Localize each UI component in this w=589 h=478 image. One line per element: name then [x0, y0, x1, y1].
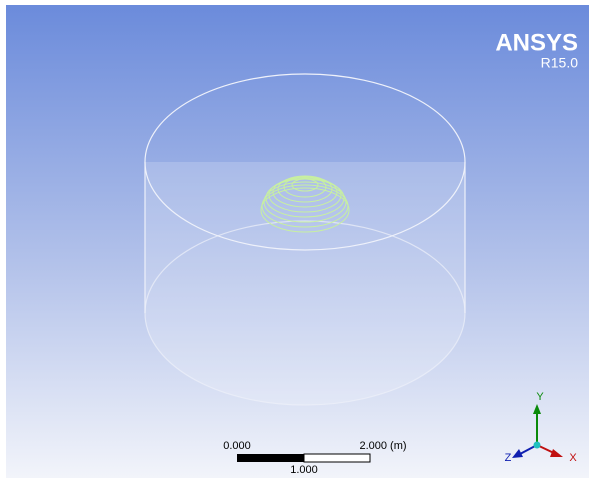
logo-brand: ANSYS: [495, 29, 578, 56]
cylinder-body: [145, 162, 465, 405]
scale-black: [237, 454, 304, 462]
axis-z: Z: [505, 452, 512, 464]
page: ANSYS R15.0 0.000 2.000 (m) 1.000 Y Z X …: [0, 0, 589, 478]
viewport: ANSYS R15.0 0.000 2.000 (m) 1.000 Y Z X: [0, 0, 589, 478]
scale-end: 2.000 (m): [359, 440, 406, 452]
scale-start: 0.000: [223, 440, 251, 452]
logo-version: R15.0: [541, 55, 579, 71]
axis-x: X: [569, 452, 577, 464]
scale-middle: 1.000: [290, 464, 318, 476]
scale-white: [304, 454, 370, 462]
axis-y: Y: [536, 391, 544, 403]
